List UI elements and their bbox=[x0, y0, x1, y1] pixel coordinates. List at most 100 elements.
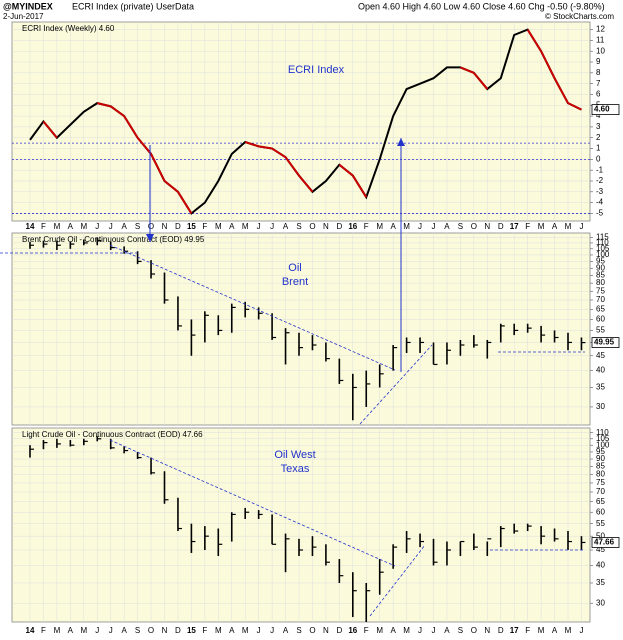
y-tick-label: 70 bbox=[596, 295, 605, 304]
x-tick-label: M bbox=[242, 222, 249, 231]
y-tick-label: 90 bbox=[596, 454, 605, 463]
y-tick-label: 45 bbox=[596, 351, 605, 360]
y-tick-label: 105 bbox=[596, 434, 610, 443]
y-tick-label: 7 bbox=[596, 79, 601, 88]
x-tick-label: M bbox=[565, 222, 572, 231]
x-tick-label: M bbox=[80, 222, 87, 231]
x-tick-label: M bbox=[80, 626, 87, 635]
x-tick-label: 16 bbox=[348, 626, 357, 635]
x-tick-label: J bbox=[418, 222, 422, 231]
y-tick-label: 60 bbox=[596, 315, 605, 324]
down-segment bbox=[351, 175, 368, 198]
x-tick-label: F bbox=[41, 626, 46, 635]
date: 2-Jun-2017 bbox=[3, 12, 44, 21]
y-tick-label: 55 bbox=[596, 519, 605, 528]
arrow-head bbox=[146, 234, 154, 242]
y-tick-label: 85 bbox=[596, 462, 605, 471]
x-tick-label: O bbox=[309, 626, 315, 635]
x-tick-label: F bbox=[364, 626, 369, 635]
y-tick-label: -2 bbox=[596, 176, 604, 185]
y-tick-label: 3 bbox=[596, 122, 601, 131]
panel bbox=[11, 21, 591, 222]
x-tick-label: S bbox=[135, 626, 140, 635]
x-tick-label: M bbox=[242, 626, 249, 635]
x-tick-label: A bbox=[229, 222, 235, 231]
last-value-box bbox=[591, 104, 620, 116]
y-tick-label: -1 bbox=[596, 165, 604, 174]
x-tick-label: F bbox=[364, 222, 369, 231]
x-tick-label: J bbox=[95, 222, 99, 231]
x-tick-label: A bbox=[390, 222, 396, 231]
x-tick-label: S bbox=[296, 626, 301, 635]
y-tick-label: 40 bbox=[596, 366, 605, 375]
x-tick-label: A bbox=[283, 222, 289, 231]
y-tick-label: 115 bbox=[596, 232, 609, 241]
x-tick-label: 15 bbox=[187, 626, 196, 635]
y-tick-label: 2 bbox=[596, 133, 601, 142]
down-segment bbox=[163, 180, 179, 193]
down-segment bbox=[553, 77, 569, 104]
legend-entry: ECRI Index (Weekly) 4.60 bbox=[22, 24, 115, 33]
x-tick-label: O bbox=[148, 626, 154, 635]
x-tick-label: N bbox=[484, 626, 490, 635]
x-tick-label: J bbox=[270, 222, 274, 231]
x-tick-label: J bbox=[579, 626, 583, 635]
x-tick-label: M bbox=[403, 626, 410, 635]
y-tick-label: 105 bbox=[596, 244, 610, 253]
x-tick-label: A bbox=[444, 222, 450, 231]
x-tick-label: F bbox=[525, 222, 530, 231]
x-tick-label: A bbox=[121, 222, 127, 231]
x-tick-label: A bbox=[121, 626, 127, 635]
x-tick-label: M bbox=[215, 222, 222, 231]
annotation: Oil bbox=[288, 262, 301, 274]
description: ECRI Index (private) UserData bbox=[72, 1, 194, 11]
down-segment bbox=[298, 174, 314, 193]
x-tick-label: A bbox=[552, 626, 558, 635]
y-tick-label: 85 bbox=[596, 271, 605, 280]
last-value-label: 4.60 bbox=[594, 105, 610, 114]
panel bbox=[11, 427, 591, 623]
legend-entry: Light Crude Oil - Continuous Contract (E… bbox=[22, 430, 203, 439]
y-tick-label: 11 bbox=[596, 35, 605, 44]
y-tick-label: 35 bbox=[596, 383, 605, 392]
y-tick-label: 95 bbox=[596, 257, 605, 266]
y-tick-label: 45 bbox=[596, 545, 605, 554]
y-tick-label: 65 bbox=[596, 497, 605, 506]
y-tick-label: 65 bbox=[596, 304, 605, 313]
x-tick-label: M bbox=[376, 626, 383, 635]
down-segment bbox=[42, 120, 58, 139]
down-segment bbox=[567, 102, 582, 111]
x-tick-label: A bbox=[229, 626, 235, 635]
x-tick-label: N bbox=[162, 626, 168, 635]
x-tick-label: J bbox=[257, 222, 261, 231]
y-tick-label: 9 bbox=[596, 57, 601, 66]
x-tick-label: N bbox=[323, 626, 329, 635]
y-tick-label: 95 bbox=[596, 447, 605, 456]
y-tick-label: -5 bbox=[596, 209, 604, 218]
x-tick-label: F bbox=[41, 222, 46, 231]
x-tick-label: S bbox=[135, 222, 140, 231]
down-segment bbox=[110, 105, 125, 117]
trend-line bbox=[109, 439, 396, 567]
down-segment bbox=[136, 137, 152, 155]
y-tick-label: 40 bbox=[596, 561, 605, 570]
trend-line bbox=[109, 244, 396, 371]
x-tick-label: D bbox=[498, 626, 504, 635]
y-tick-label: 1 bbox=[596, 144, 601, 153]
symbol: @MYINDEX bbox=[3, 1, 53, 11]
down-segment bbox=[460, 66, 475, 74]
x-tick-label: J bbox=[109, 222, 113, 231]
x-tick-label: N bbox=[323, 222, 329, 231]
x-tick-label: O bbox=[471, 626, 477, 635]
last-value-label: 49.95 bbox=[594, 338, 615, 347]
x-tick-label: M bbox=[538, 626, 545, 635]
y-tick-label: 4 bbox=[596, 111, 601, 120]
x-tick-label: N bbox=[484, 222, 490, 231]
y-tick-label: 55 bbox=[596, 326, 605, 335]
x-tick-label: D bbox=[336, 626, 342, 635]
y-tick-label: 90 bbox=[596, 263, 605, 272]
x-tick-label: D bbox=[498, 222, 504, 231]
x-tick-label: J bbox=[579, 222, 583, 231]
x-tick-label: S bbox=[458, 222, 463, 231]
